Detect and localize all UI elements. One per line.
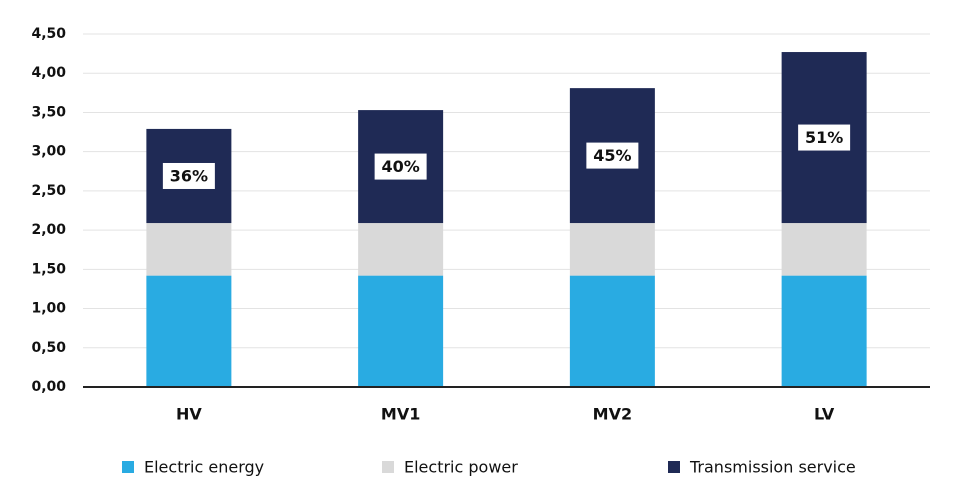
share-label: 45% — [593, 146, 631, 165]
bar-segment — [146, 223, 232, 276]
bar-segment — [781, 223, 867, 276]
share-label-box — [586, 142, 639, 169]
x-tick-label: LV — [814, 405, 835, 424]
bar-segment — [146, 275, 232, 387]
share-label: 51% — [805, 128, 843, 147]
share-label: 36% — [170, 166, 208, 185]
y-tick-label: 3,00 — [31, 144, 66, 160]
y-tick-label: 2,50 — [31, 183, 66, 199]
bar-segment — [781, 275, 867, 387]
legend-swatch — [382, 461, 394, 473]
y-tick-label: 1,50 — [31, 261, 66, 277]
legend-label: Transmission service — [689, 458, 856, 477]
x-tick-label: HV — [176, 405, 202, 424]
y-tick-label: 2,00 — [31, 222, 66, 238]
y-tick-label: 4,50 — [31, 26, 66, 42]
legend-label: Electric power — [404, 458, 518, 477]
share-label-box — [162, 162, 215, 189]
x-tick-label: MV1 — [381, 405, 420, 424]
y-tick-label: 1,00 — [31, 301, 66, 317]
legend-label: Electric energy — [144, 458, 264, 477]
bar-segment — [358, 223, 444, 276]
y-tick-label: 3,50 — [31, 104, 66, 120]
share-label: 40% — [381, 157, 419, 176]
y-tick-label: 4,00 — [31, 65, 66, 81]
legend-swatch — [122, 461, 134, 473]
y-tick-label: 0,00 — [31, 379, 66, 395]
bar-segment — [569, 275, 655, 387]
share-label-box — [798, 124, 851, 151]
share-label-box — [374, 153, 427, 180]
x-tick-label: MV2 — [593, 405, 632, 424]
bar-segment — [569, 223, 655, 276]
bar-segment — [358, 275, 444, 387]
legend-swatch — [668, 461, 680, 473]
y-tick-label: 0,50 — [31, 340, 66, 356]
